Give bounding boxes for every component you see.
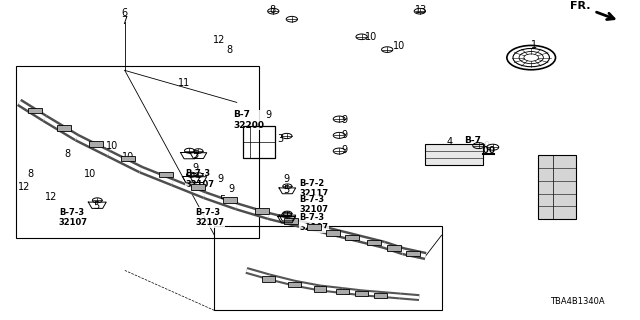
Bar [374,293,387,298]
Text: 8: 8 [269,4,275,15]
Text: FR.: FR. [570,1,590,12]
Bar [191,184,205,190]
Bar [326,230,340,236]
Text: B-7-3
32107: B-7-3 32107 [186,170,214,189]
Bar [57,125,71,131]
Text: TBA4B1340A: TBA4B1340A [550,297,605,306]
Text: 11: 11 [177,78,190,88]
Bar [16,66,259,238]
Text: B-7-3
32107: B-7-3 32107 [300,195,328,214]
Text: 7: 7 [122,16,128,26]
Text: B-7-3
32107: B-7-3 32107 [300,213,328,232]
Text: 12: 12 [45,192,58,203]
Text: 9: 9 [483,140,490,151]
Text: 9: 9 [218,174,224,184]
Text: 4: 4 [447,137,453,148]
Bar [159,172,173,177]
Text: 1: 1 [531,40,538,50]
Text: 8: 8 [28,169,34,180]
Bar [367,240,381,245]
Text: 12: 12 [18,182,31,192]
Text: 9: 9 [341,145,348,156]
Text: 10: 10 [122,152,134,162]
Text: 5: 5 [284,185,290,196]
Text: 13: 13 [415,4,428,15]
Text: 9: 9 [341,115,348,125]
Bar [89,141,103,147]
Bar [336,289,349,294]
Text: 9: 9 [284,174,290,184]
Text: 9: 9 [192,163,198,173]
Bar [345,235,359,240]
Text: 9: 9 [266,110,272,120]
Text: B-7-3
32107: B-7-3 32107 [59,208,88,227]
Bar [223,197,237,203]
Text: B-7-2
32117: B-7-2 32117 [300,179,329,198]
Text: 10: 10 [106,140,118,151]
Bar [284,218,298,224]
Text: 3: 3 [277,134,284,144]
Text: 10: 10 [83,169,96,180]
Text: B-7
32200: B-7 32200 [234,110,264,130]
Text: 8: 8 [226,44,232,55]
Bar [28,108,42,113]
Text: 10: 10 [365,32,378,42]
Bar [387,245,401,251]
Text: B-7
32200: B-7 32200 [464,136,495,155]
Text: 9: 9 [341,130,348,140]
Text: 5: 5 [192,150,198,160]
Text: 5: 5 [93,201,99,212]
Text: 5: 5 [219,195,225,205]
Text: 8: 8 [64,148,70,159]
Text: B-7-3
32107: B-7-3 32107 [195,208,224,227]
Bar [314,286,326,292]
Bar [262,276,275,282]
Bar [214,226,442,310]
Bar [255,208,269,214]
Text: 12: 12 [212,35,225,45]
Bar [425,144,483,165]
Bar [538,155,576,219]
Bar [406,251,420,256]
Text: 6: 6 [122,8,128,18]
Bar [121,156,135,161]
Text: 9: 9 [228,184,235,194]
Bar [288,282,301,287]
Bar [307,224,321,230]
Text: 2: 2 [544,180,550,191]
Bar [243,126,275,158]
Bar [355,291,368,296]
Text: 10: 10 [393,41,406,52]
